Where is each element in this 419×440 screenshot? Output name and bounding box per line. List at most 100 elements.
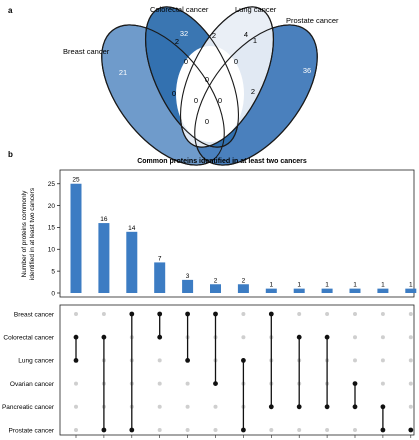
bar-value-label-8: 1 [269, 282, 273, 289]
bar-4 [154, 262, 166, 293]
bar-6 [210, 284, 221, 293]
matrix-dot-on-3-6 [129, 427, 135, 433]
panel-b-label: b [8, 150, 13, 159]
matrix-dot-on-8-5 [268, 404, 274, 410]
matrix-dot-on-10-2 [324, 334, 330, 340]
matrix-dot-off-13-5 [408, 404, 413, 409]
y-tick-label-5: 5 [51, 268, 55, 275]
matrix-dot-off-12-1 [380, 312, 385, 316]
venn-diagram [101, 6, 318, 166]
matrix-dot-off-4-6 [157, 428, 162, 432]
bar-7 [237, 284, 249, 293]
matrix-dot-off-8-6 [269, 428, 274, 432]
y-axis: 0 5 10 15 20 25 [48, 181, 60, 297]
matrix-dot-on-1-2 [73, 334, 79, 340]
venn-outline-prostate [194, 24, 318, 166]
matrix-dot-on-11-5 [352, 404, 358, 410]
matrix-panel-frame [59, 304, 415, 436]
matrix-dot-off-5-4 [185, 381, 190, 386]
venn-count-colorectal-prostate: 0 [234, 57, 238, 66]
matrix-dot-off-13-1 [408, 312, 413, 316]
bar-value-label-7: 2 [242, 277, 246, 284]
venn-outline-lung [180, 6, 274, 148]
row-label-1: Breast cancer [14, 311, 55, 318]
bar-value-label-5: 3 [186, 273, 190, 280]
matrix-dot-off-6-6 [213, 428, 218, 432]
matrix-dot-on-5-3 [185, 358, 191, 363]
panel-a-label: a [8, 6, 13, 15]
venn-label-colorectal: Colorectal cancer [150, 5, 209, 14]
bar-10 [321, 288, 333, 293]
row-label-3: Lung cancer [18, 358, 55, 365]
venn-label-lung: Lung cancer [235, 5, 277, 14]
bar-13 [405, 288, 417, 293]
bars-group: 25 16 14 7 3 2 2 1 1 1 1 1 1 [70, 177, 417, 293]
matrix-dot-off-5-6 [185, 428, 190, 432]
row-label-2: Colorectal cancer [3, 335, 54, 342]
matrix-dot-off-9-6 [297, 428, 302, 432]
matrix-dot-off-11-2 [353, 335, 357, 340]
matrix-dot-on-9-2 [296, 334, 302, 340]
venn-count-breast-lung: 0 [184, 57, 188, 66]
matrix-dot-on-7-3 [241, 358, 246, 363]
matrix-dot-on-13-6 [408, 427, 414, 433]
matrix-dot-on-10-5 [324, 404, 330, 410]
venn-label-prostate: Prostate cancer [286, 16, 339, 25]
y-tick-label-25: 25 [48, 181, 56, 188]
matrix-dot-on-12-6 [380, 427, 386, 433]
venn-count-breast-colorectal-prostate: 0 [194, 96, 198, 105]
bar-value-label-11: 1 [353, 282, 357, 289]
row-label-5: Pancreatic cancer [2, 404, 55, 411]
venn-label-breast: Breast cancer [63, 47, 110, 56]
matrix-dot-off-13-3 [408, 358, 413, 363]
matrix-dot-off-1-6 [74, 428, 78, 432]
bar-1 [70, 183, 82, 293]
bar-value-label-4: 7 [158, 255, 162, 262]
matrix-row-labels: Breast cancer Colorectal cancer Lung cance… [2, 311, 55, 434]
bar-value-label-10: 1 [325, 282, 329, 289]
matrix-dot-off-7-2 [241, 335, 246, 340]
matrix-dot-off-13-2 [408, 335, 413, 340]
matrix-dot-off-9-1 [297, 312, 302, 316]
bar-value-label-3: 14 [128, 225, 136, 232]
matrix-dot-off-6-5 [213, 404, 218, 409]
matrix-dot-on-4-1 [157, 311, 163, 317]
bar-value-label-9: 1 [297, 282, 301, 289]
chart-title: Common proteins identified in at least t… [137, 158, 307, 165]
matrix-dot-on-5-1 [185, 311, 191, 317]
bar-12 [377, 288, 389, 293]
venn-count-lung-only: 4 [244, 30, 248, 39]
matrix-dot-off-12-4 [380, 381, 385, 386]
matrix-dot-off-12-3 [380, 358, 385, 363]
matrix-dot-off-10-1 [325, 312, 330, 316]
venn-count-colorectal-lung-prostate: 0 [218, 96, 222, 105]
matrix-dot-on-8-1 [268, 311, 274, 317]
matrix-dot-on-2-2 [101, 334, 107, 340]
matrix-dot-off-7-1 [241, 312, 246, 316]
matrix-dot-on-3-1 [129, 311, 135, 317]
bar-value-label-2: 16 [100, 216, 108, 223]
matrix-dot-on-9-5 [296, 404, 302, 410]
y-tick-label-20: 20 [48, 203, 56, 210]
y-tick-label-10: 10 [48, 247, 56, 254]
matrix-dot-off-2-1 [101, 312, 106, 316]
bar-panel-frame [59, 169, 415, 298]
bar-5 [182, 279, 194, 293]
y-tick-label-15: 15 [48, 225, 56, 232]
y-tick-label-0: 0 [51, 290, 55, 297]
bar-value-label-1: 25 [72, 177, 80, 184]
matrix-dot-on-4-2 [157, 334, 163, 340]
matrix-dot-off-12-2 [380, 335, 385, 340]
bar-9 [293, 288, 305, 293]
matrix-dot-on-12-5 [380, 404, 386, 410]
venn-count-breast-lung-prostate: 2 [251, 87, 255, 96]
venn-count-prostate-only: 36 [303, 66, 311, 75]
venn-count-breast-colorectal: 2 [175, 37, 179, 46]
venn-count-lung-prostate: 1 [253, 36, 257, 45]
venn-overlap-core [176, 46, 244, 142]
venn-count-colorectal-only: 32 [180, 29, 188, 38]
venn-count-breast-only: 21 [119, 68, 127, 77]
bar-value-label-12: 1 [381, 282, 385, 289]
matrix-dot-off-10-6 [325, 428, 330, 432]
